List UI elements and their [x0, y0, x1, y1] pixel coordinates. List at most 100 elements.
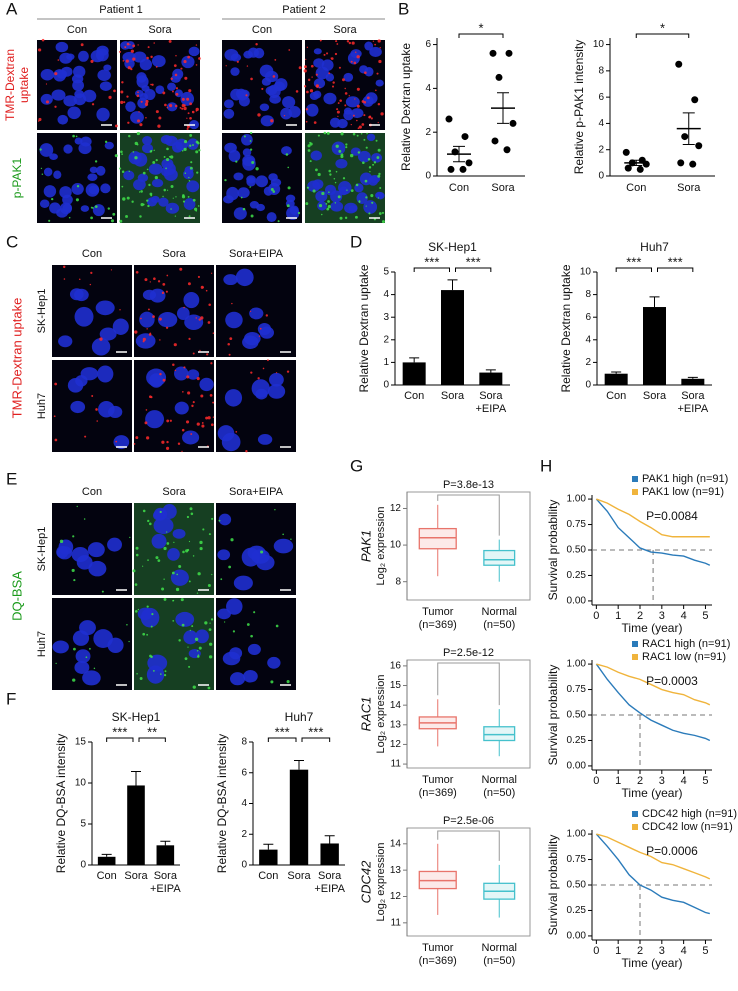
nucleus	[375, 191, 385, 200]
signal-dot	[378, 212, 382, 215]
column-label: Con	[67, 24, 87, 36]
nucleus	[142, 289, 157, 300]
signal-dot	[163, 156, 166, 158]
signal-dot	[135, 546, 139, 550]
signal-dot	[146, 56, 149, 60]
signal-dot	[94, 160, 98, 163]
x-tick-label: 2	[637, 610, 643, 622]
signal-dot	[196, 592, 199, 594]
signal-dot	[356, 87, 360, 91]
signal-dot	[96, 420, 98, 422]
chart-title: SK-Hep1	[428, 240, 477, 254]
signal-dot	[225, 65, 227, 67]
signal-dot	[180, 598, 184, 602]
nucleus	[223, 108, 235, 119]
significance-bracket	[138, 737, 166, 742]
signal-dot	[355, 183, 359, 187]
signal-dot	[146, 605, 149, 608]
nucleus	[267, 384, 286, 399]
y-tick-label: 13	[390, 865, 402, 876]
nucleus	[269, 372, 284, 387]
signal-dot	[317, 134, 320, 137]
nucleus	[249, 307, 264, 320]
signal-dot	[223, 621, 226, 623]
nucleus	[95, 48, 109, 62]
signal-dot	[45, 83, 48, 85]
signal-dot	[181, 450, 183, 453]
nucleus	[74, 90, 85, 99]
signal-dot	[335, 144, 339, 148]
signal-dot	[169, 104, 173, 108]
signal-dot	[377, 174, 381, 178]
signal-dot	[379, 47, 381, 49]
signal-dot	[335, 40, 338, 43]
signal-dot	[174, 104, 178, 108]
signal-dot	[270, 188, 274, 191]
y-tick-label: 15	[390, 680, 402, 691]
micrograph	[222, 131, 302, 223]
panel-letter: B	[398, 0, 409, 18]
plot-frame	[406, 659, 531, 769]
signal-dot	[356, 134, 359, 137]
signal-dot	[331, 85, 335, 88]
nucleus	[305, 103, 319, 117]
signal-dot	[290, 538, 292, 540]
signal-dot	[110, 269, 113, 271]
signal-dot	[91, 395, 94, 397]
signal-dot	[196, 377, 200, 381]
x-tick-label: Sora	[491, 182, 515, 194]
signal-dot	[175, 587, 180, 592]
signal-dot	[125, 214, 128, 218]
signal-dot	[132, 57, 136, 61]
nucleus	[188, 46, 200, 57]
legend-label: PAK1 low (n=91)	[642, 486, 724, 498]
signal-dot	[201, 424, 205, 428]
signal-dot	[361, 100, 365, 103]
signal-dot	[335, 170, 338, 173]
significance-label: *	[478, 20, 483, 35]
signal-dot	[119, 50, 122, 53]
legend-label: CDC42 low (n=91)	[642, 821, 733, 833]
nucleus	[225, 311, 243, 329]
signal-dot	[146, 633, 149, 636]
signal-dot	[257, 113, 261, 117]
signal-dot	[139, 123, 143, 127]
signal-dot	[181, 107, 184, 110]
significance-label: ***	[112, 724, 127, 739]
signal-dot	[91, 103, 95, 106]
x-tick-label: 5	[702, 610, 708, 622]
signal-dot	[159, 510, 162, 514]
micrograph	[133, 360, 215, 453]
signal-dot	[134, 583, 138, 586]
nucleus	[40, 93, 53, 105]
signal-dot	[157, 280, 161, 283]
signal-dot	[153, 149, 155, 152]
nucleus	[82, 670, 101, 686]
bar	[604, 373, 628, 385]
signal-dot	[92, 207, 94, 209]
p-value: P=0.0084	[646, 509, 698, 523]
nucleus	[96, 165, 106, 176]
signal-dot	[183, 106, 187, 111]
signal-dot	[297, 211, 301, 215]
signal-dot	[192, 198, 196, 202]
signal-dot	[328, 169, 332, 173]
box	[483, 726, 516, 742]
micrograph	[216, 359, 296, 453]
signal-dot	[155, 66, 158, 68]
error-bar	[649, 296, 660, 308]
nucleus	[172, 528, 186, 539]
signal-dot	[192, 352, 195, 355]
signal-dot	[125, 59, 129, 63]
nucleus	[175, 611, 195, 627]
signal-dot	[90, 216, 93, 220]
y-tick-label: 0	[383, 380, 389, 391]
y-tick-label: 10	[580, 267, 592, 278]
signal-dot	[174, 73, 178, 77]
signal-dot	[363, 71, 367, 75]
micrograph	[134, 597, 214, 690]
signal-dot	[150, 83, 152, 86]
signal-dot	[317, 172, 321, 177]
x-tick-label: Sora	[643, 390, 667, 402]
signal-dot	[137, 91, 139, 94]
